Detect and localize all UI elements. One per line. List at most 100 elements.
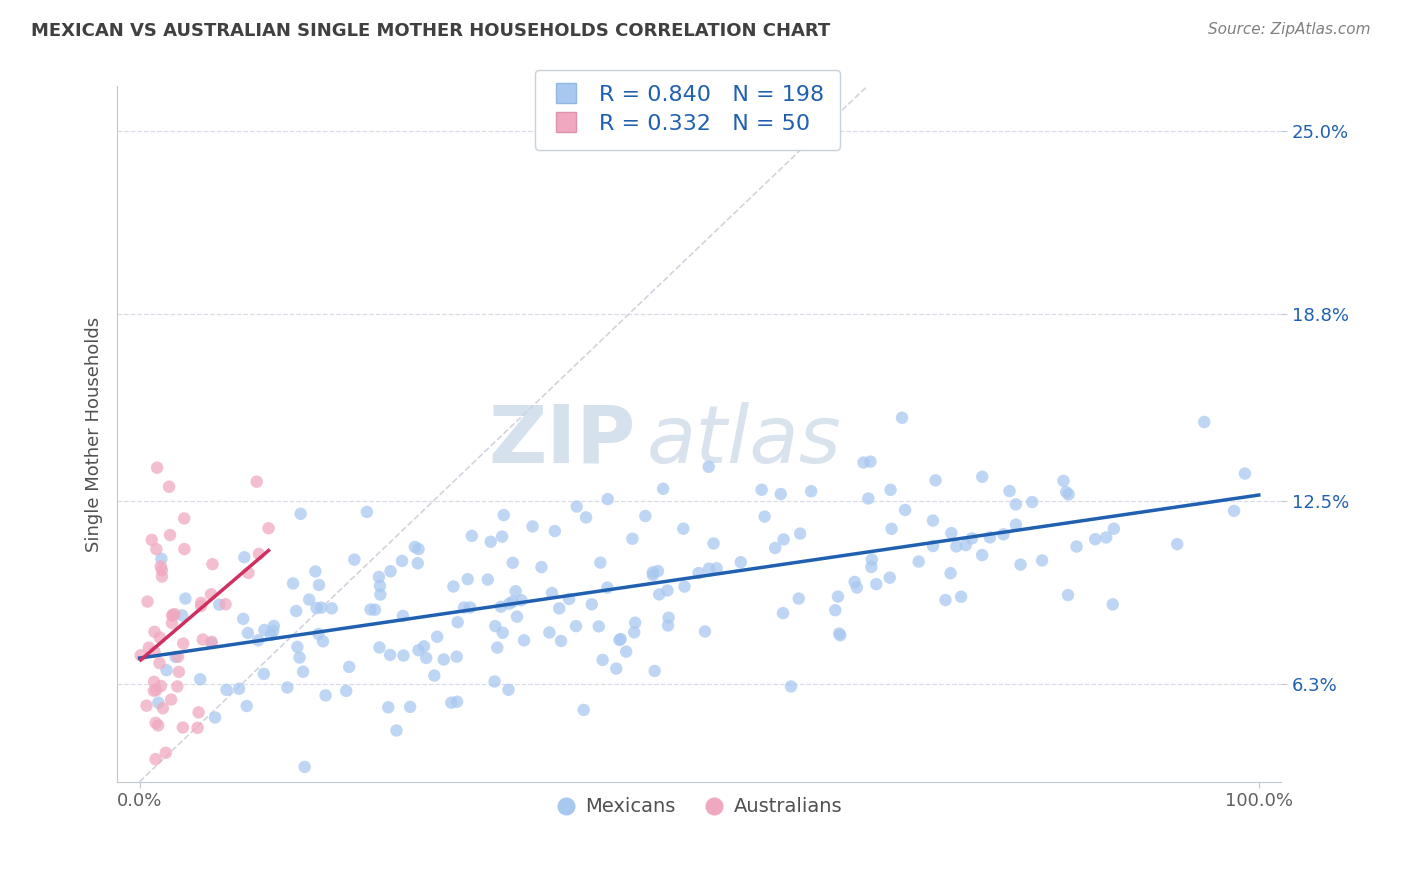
- Point: [780, 680, 803, 694]
- Point: [321, 601, 343, 615]
- Point: [138, 640, 160, 655]
- Point: [150, 552, 173, 566]
- Point: [233, 550, 256, 565]
- Point: [413, 640, 436, 654]
- Point: [149, 631, 172, 645]
- Point: [575, 510, 598, 524]
- Point: [624, 615, 647, 630]
- Legend: Mexicans, Australians: Mexicans, Australians: [548, 789, 851, 824]
- Point: [491, 530, 513, 544]
- Point: [858, 491, 880, 506]
- Point: [492, 508, 515, 522]
- Point: [426, 630, 449, 644]
- Point: [368, 640, 391, 655]
- Point: [922, 539, 945, 553]
- Point: [763, 541, 786, 555]
- Point: [441, 580, 464, 594]
- Point: [305, 601, 328, 615]
- Point: [558, 592, 581, 607]
- Point: [142, 683, 165, 698]
- Point: [955, 538, 977, 552]
- Point: [787, 591, 810, 606]
- Point: [550, 634, 572, 648]
- Point: [307, 627, 329, 641]
- Point: [253, 623, 276, 637]
- Point: [1031, 553, 1053, 567]
- Point: [548, 601, 571, 615]
- Point: [201, 634, 224, 648]
- Point: [461, 529, 484, 543]
- Point: [950, 590, 973, 604]
- Point: [201, 557, 224, 571]
- Point: [385, 723, 408, 738]
- Point: [730, 555, 752, 569]
- Point: [204, 710, 226, 724]
- Point: [235, 698, 257, 713]
- Point: [506, 609, 529, 624]
- Point: [652, 482, 675, 496]
- Text: atlas: atlas: [647, 402, 842, 480]
- Point: [1066, 540, 1088, 554]
- Point: [190, 599, 212, 613]
- Point: [1223, 504, 1246, 518]
- Point: [446, 615, 468, 630]
- Point: [214, 597, 236, 611]
- Point: [1095, 530, 1118, 544]
- Point: [415, 651, 437, 665]
- Point: [623, 625, 645, 640]
- Point: [399, 699, 422, 714]
- Point: [939, 566, 962, 581]
- Point: [828, 626, 851, 640]
- Point: [141, 533, 163, 547]
- Point: [276, 681, 298, 695]
- Point: [191, 632, 214, 647]
- Point: [1021, 495, 1043, 509]
- Point: [167, 649, 190, 664]
- Point: [378, 648, 401, 662]
- Point: [408, 542, 430, 557]
- Point: [135, 698, 157, 713]
- Point: [844, 574, 866, 589]
- Point: [392, 648, 415, 663]
- Point: [800, 484, 823, 499]
- Point: [187, 721, 209, 735]
- Point: [312, 634, 335, 648]
- Point: [972, 469, 994, 483]
- Point: [769, 487, 792, 501]
- Point: [391, 554, 413, 568]
- Point: [484, 674, 506, 689]
- Point: [697, 459, 720, 474]
- Point: [145, 752, 167, 766]
- Point: [894, 503, 917, 517]
- Point: [1166, 537, 1188, 551]
- Point: [150, 563, 173, 577]
- Point: [446, 649, 468, 664]
- Point: [706, 561, 728, 575]
- Point: [972, 548, 994, 562]
- Point: [1052, 474, 1074, 488]
- Point: [852, 456, 875, 470]
- Point: [1010, 558, 1032, 572]
- Point: [298, 592, 321, 607]
- Point: [541, 586, 564, 600]
- Point: [453, 600, 475, 615]
- Point: [285, 640, 308, 654]
- Point: [406, 556, 429, 570]
- Point: [165, 649, 187, 664]
- Point: [392, 608, 415, 623]
- Point: [408, 643, 430, 657]
- Point: [824, 603, 846, 617]
- Point: [1005, 517, 1028, 532]
- Point: [510, 593, 533, 607]
- Point: [754, 509, 776, 524]
- Point: [150, 569, 173, 583]
- Point: [609, 632, 631, 647]
- Point: [263, 619, 285, 633]
- Point: [446, 695, 468, 709]
- Point: [404, 540, 426, 554]
- Point: [522, 519, 544, 533]
- Point: [315, 689, 337, 703]
- Point: [530, 560, 553, 574]
- Point: [621, 532, 644, 546]
- Point: [544, 524, 567, 538]
